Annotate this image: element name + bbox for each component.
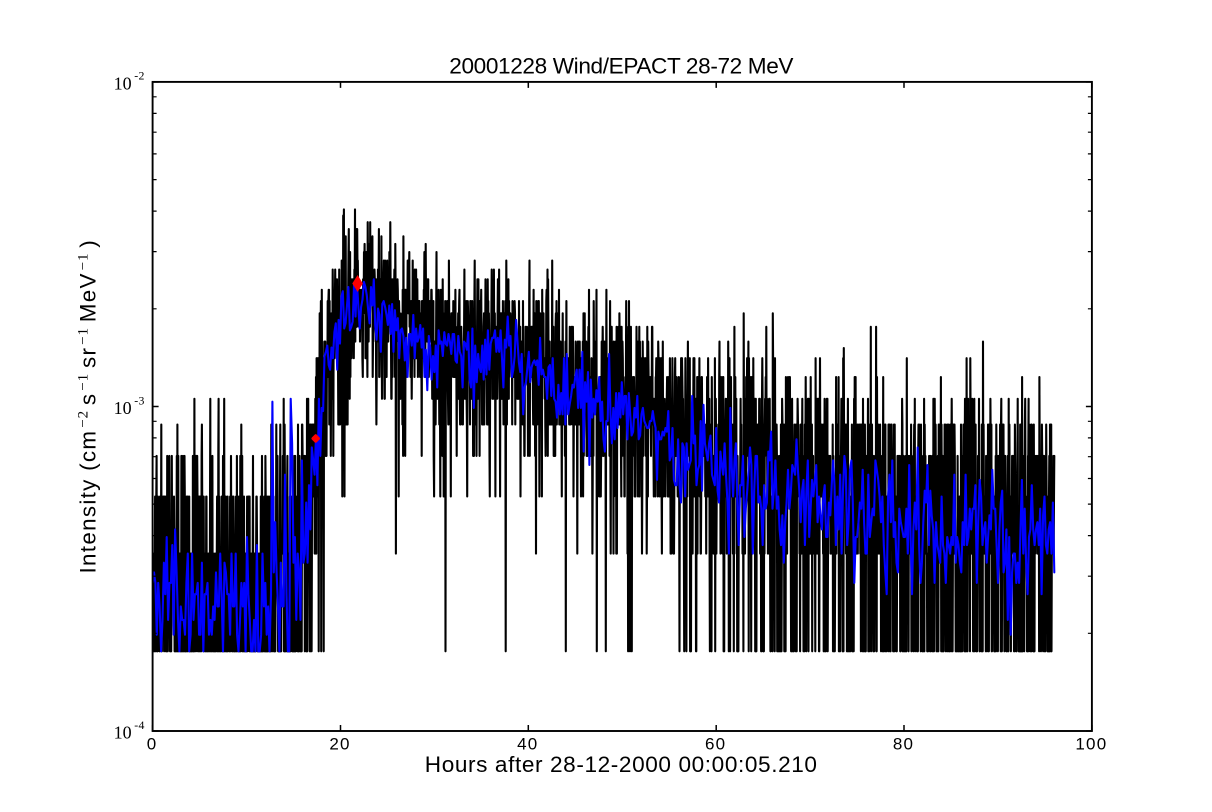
- svg-text:100: 100: [1075, 735, 1107, 754]
- svg-text:60: 60: [705, 735, 726, 754]
- svg-text:10: 10: [114, 398, 132, 418]
- svg-text:10: 10: [114, 74, 132, 94]
- svg-text:10: 10: [114, 723, 132, 743]
- svg-text:40: 40: [517, 735, 538, 754]
- svg-text:0: 0: [147, 735, 158, 754]
- svg-text:Hours after 28-12-2000 00:00:0: Hours after 28-12-2000 00:00:05.210: [425, 752, 818, 777]
- svg-text:20001228 Wind/EPACT 28-72 MeV: 20001228 Wind/EPACT 28-72 MeV: [449, 54, 793, 79]
- svg-text:-4: -4: [134, 718, 144, 732]
- svg-text:-3: -3: [134, 393, 144, 407]
- svg-text:20: 20: [329, 735, 350, 754]
- svg-text:80: 80: [893, 735, 914, 754]
- svg-text:-2: -2: [134, 69, 144, 83]
